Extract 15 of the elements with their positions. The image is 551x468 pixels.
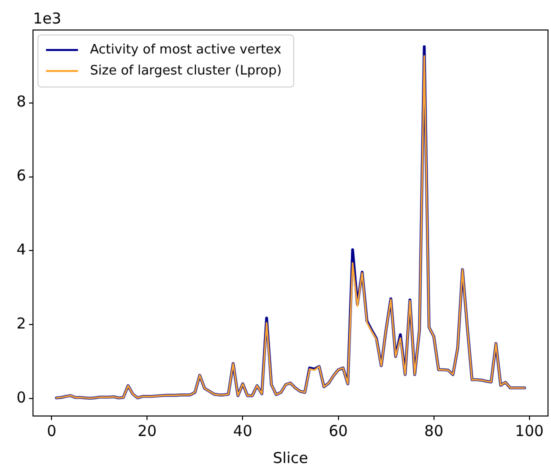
- y-tick-label: 2: [16, 314, 26, 333]
- x-tick-label: 20: [138, 422, 157, 440]
- y-tick-label: 8: [16, 92, 26, 111]
- x-axis-title: Slice: [272, 448, 308, 467]
- legend-label: Size of largest cluster (Lprop): [90, 63, 282, 78]
- y-tick-label: 4: [16, 240, 26, 259]
- x-tick-label: 60: [328, 422, 348, 440]
- y-tick-label: 6: [16, 166, 26, 185]
- x-tick-label: 0: [46, 422, 56, 440]
- y-tick-label: 0: [16, 388, 26, 407]
- text: 1e3: [33, 9, 62, 28]
- x-tick-label: 80: [424, 422, 444, 440]
- legend-label: Activity of most active vertex: [90, 42, 282, 58]
- x-tick-label: 100: [515, 422, 544, 440]
- x-tick-label: 40: [233, 422, 252, 440]
